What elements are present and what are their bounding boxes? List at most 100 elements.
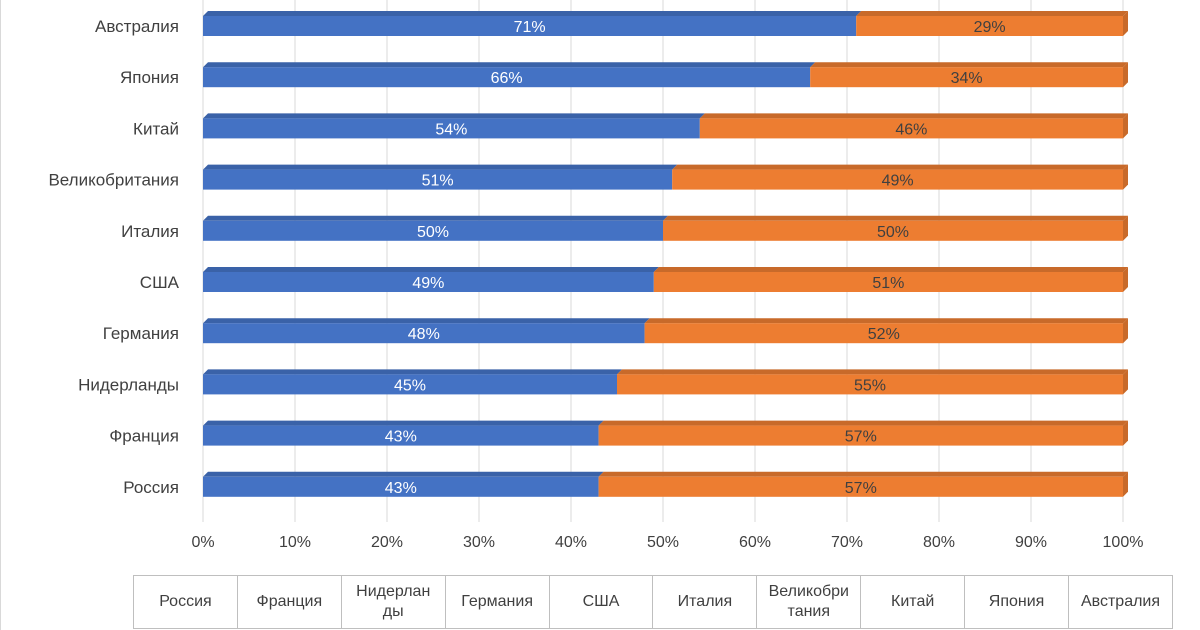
data-label: 49% <box>412 275 444 292</box>
bar-top-face <box>644 318 1128 324</box>
stacked-bar-chart: 0% 10% 20% 30% 40% 50% 60% 70% 80% 90% 100% 71% 29% А… <box>48 0 1144 551</box>
bar-top-face <box>617 369 1128 375</box>
bar-segment <box>617 374 1123 395</box>
data-label: 46% <box>895 121 927 138</box>
bar-top-face <box>699 113 1128 119</box>
bar-side-face <box>1123 471 1128 497</box>
data-label: 71% <box>514 19 546 36</box>
bar-top-face <box>663 215 1128 221</box>
category-label: США <box>140 273 180 292</box>
data-label: 34% <box>951 70 983 87</box>
bar-side-face <box>1123 62 1128 88</box>
bar-side-face <box>1123 215 1128 241</box>
x-tick-label: 30% <box>463 534 495 551</box>
data-label: 52% <box>868 326 900 343</box>
data-table-header-row: Россия Франция Нидерлан ды Германия США … <box>133 575 1173 629</box>
data-label: 51% <box>872 275 904 292</box>
bar-segment <box>598 425 1123 446</box>
bar-segment <box>203 323 645 344</box>
data-label: 43% <box>385 429 417 446</box>
data-label: 45% <box>394 377 426 394</box>
bar-top-face <box>203 267 659 272</box>
bar-segment <box>644 323 1123 344</box>
bar-side-face <box>1123 113 1128 139</box>
data-table-header-cell: Италия <box>652 575 758 629</box>
data-label: 66% <box>491 70 523 87</box>
category-label: Германия <box>103 324 179 343</box>
bar-top-face <box>810 62 1128 68</box>
x-tick-label: 50% <box>647 534 679 551</box>
data-label: 51% <box>422 173 454 190</box>
data-label: 57% <box>845 480 877 497</box>
bar-side-face <box>1123 164 1128 190</box>
bar-top-face <box>203 369 622 375</box>
data-table-header-cell: Нидерлан ды <box>340 575 446 629</box>
x-tick-label: 20% <box>371 534 403 551</box>
bar-segment <box>203 272 654 292</box>
data-table-header-cell: США <box>548 575 654 629</box>
category-label: Япония <box>120 68 179 87</box>
bar-top-face <box>598 420 1128 426</box>
bar-segment <box>203 169 673 190</box>
x-tick-label: 70% <box>831 534 863 551</box>
x-tick-label: 100% <box>1103 534 1144 551</box>
bar-top-face <box>856 11 1128 16</box>
data-table-header-cell: Франция <box>236 575 342 629</box>
data-table-header-cell: Великобри тания <box>756 575 862 629</box>
data-label: 50% <box>877 224 909 241</box>
bar-top-face <box>203 11 862 16</box>
bar-segment <box>203 16 857 36</box>
bar-side-face <box>1123 369 1128 395</box>
bar-segment <box>856 16 1123 36</box>
x-tick-label: 10% <box>279 534 311 551</box>
data-label: 57% <box>845 429 877 446</box>
category-label: Италия <box>121 222 179 241</box>
bar-segment <box>203 374 617 395</box>
bar-side-face <box>1123 11 1128 36</box>
data-table-header-cell: Австралия <box>1068 575 1173 629</box>
bar-top-face <box>203 164 678 170</box>
bar-segment <box>653 272 1123 292</box>
category-label: Австралия <box>95 17 179 36</box>
data-table-header-cell: Германия <box>444 575 550 629</box>
bar-segment <box>203 67 811 88</box>
bar-side-face <box>1123 420 1128 446</box>
bar-top-face <box>203 420 604 426</box>
data-table: Россия Франция Нидерлан ды Германия США … <box>133 575 1173 629</box>
bar-top-face <box>203 113 705 119</box>
x-tick-label: 80% <box>923 534 955 551</box>
category-label: Россия <box>123 478 179 497</box>
data-label: 49% <box>882 173 914 190</box>
bar-top-face <box>653 267 1128 272</box>
bar-side-face <box>1123 267 1128 292</box>
bar-top-face <box>672 164 1128 170</box>
bar-segment <box>810 67 1123 88</box>
bar-segment <box>203 425 599 446</box>
category-label: Великобритания <box>48 171 179 190</box>
bar-segment <box>699 118 1123 139</box>
bar-segment <box>203 220 663 241</box>
bar-segment <box>672 169 1123 190</box>
category-label: Франция <box>109 427 179 446</box>
data-table-header-cell: Китай <box>860 575 966 629</box>
bar-top-face <box>203 318 650 324</box>
bar-segment <box>598 476 1123 497</box>
data-label: 43% <box>385 480 417 497</box>
data-label: 29% <box>974 19 1006 36</box>
data-table-header-cell: Россия <box>133 575 238 629</box>
category-label: Китай <box>133 119 179 138</box>
bar-segment <box>203 476 599 497</box>
x-tick-label: 60% <box>739 534 771 551</box>
data-label: 48% <box>408 326 440 343</box>
x-tick-label: 40% <box>555 534 587 551</box>
data-table-header-cell: Япония <box>964 575 1070 629</box>
bar-top-face <box>203 62 816 68</box>
data-label: 50% <box>417 224 449 241</box>
x-tick-label: 0% <box>191 534 214 551</box>
bar-top-face <box>598 471 1128 477</box>
data-label: 55% <box>854 377 886 394</box>
x-tick-label: 90% <box>1015 534 1047 551</box>
bar-side-face <box>1123 318 1128 344</box>
bar-top-face <box>203 215 668 221</box>
